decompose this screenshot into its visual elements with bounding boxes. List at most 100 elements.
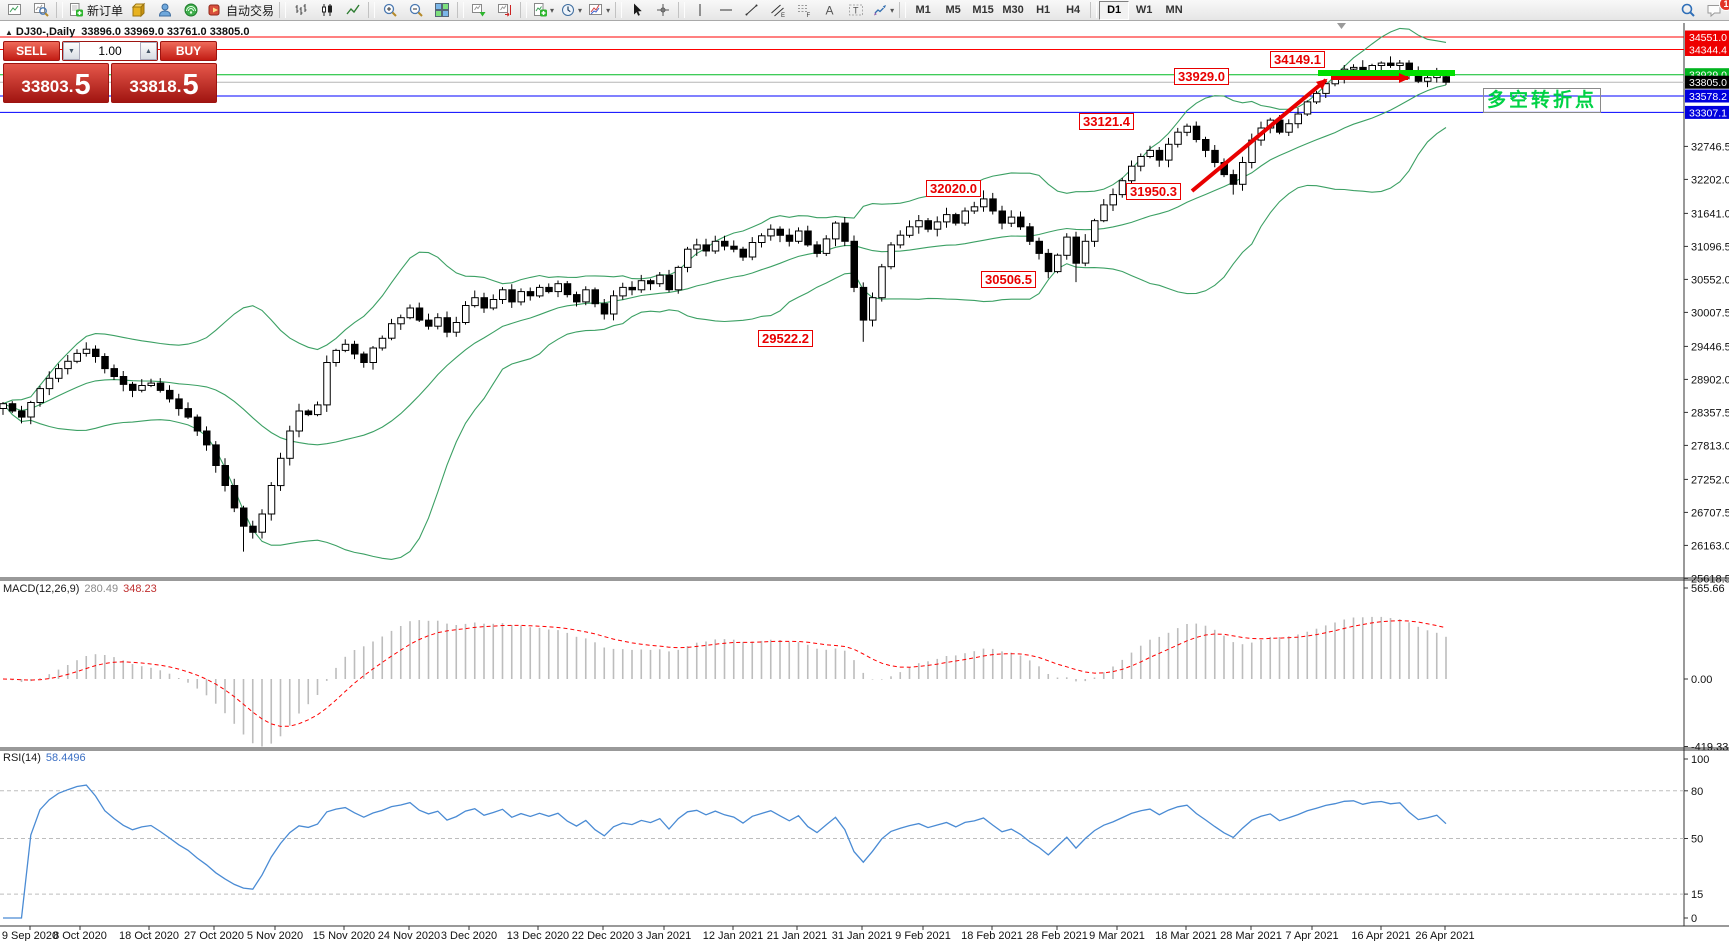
templates-dropdown[interactable]: ▾ (585, 0, 613, 20)
sell-button[interactable]: SELL (3, 41, 60, 61)
navigator-icon (159, 3, 172, 17)
indicators-dropdown[interactable]: ▾ (529, 0, 557, 20)
autotrading-icon (208, 4, 220, 16)
chart-text-note[interactable]: 多空转折点 (1483, 88, 1602, 113)
price-chart-canvas[interactable]: 32746.5 32202.0 31641.0 31096.5 30552.0 30007… (0, 21, 1729, 941)
price-annotation[interactable]: 29522.2 (758, 330, 813, 347)
crosshair-button[interactable] (650, 0, 676, 20)
zoom-out-button[interactable] (403, 0, 429, 20)
autotrading-label: 自动交易 (226, 3, 275, 18)
macd-name: MACD(12,26,9) (3, 583, 80, 595)
buy-button[interactable]: BUY (160, 41, 217, 61)
profiles-icon (34, 3, 49, 17)
bars-chart-icon (295, 4, 307, 15)
one-click-collapse-arrow[interactable]: ▲ (5, 28, 13, 37)
svg-text:33307.1: 33307.1 (1689, 107, 1727, 119)
auto-arrange-button[interactable] (466, 0, 492, 20)
signals-button[interactable] (178, 0, 204, 20)
candlestick-chart-button[interactable] (314, 0, 340, 20)
svg-text:8 Oct 2020: 8 Oct 2020 (53, 930, 107, 941)
svg-text:5 Nov 2020: 5 Nov 2020 (247, 930, 303, 941)
volume-decrease-button[interactable]: ▼ (63, 42, 80, 60)
timeframe-d1-button[interactable]: D1 (1099, 0, 1130, 20)
svg-text:21 Jan 2021: 21 Jan 2021 (767, 930, 828, 941)
svg-text:565.66: 565.66 (1691, 583, 1725, 595)
price-annotation[interactable]: 30506.5 (981, 271, 1036, 288)
timeframe-m5-button[interactable]: M5 (945, 4, 961, 16)
svg-text:15: 15 (1691, 889, 1703, 901)
macd-main-value: 280.49 (84, 583, 119, 595)
svg-text:28902.0: 28902.0 (1691, 374, 1729, 386)
svg-text:32202.0: 32202.0 (1691, 174, 1729, 186)
buy-price-display[interactable]: 33818. 5 (111, 63, 217, 103)
market-watch-button[interactable] (126, 0, 152, 20)
chart-window-button[interactable] (2, 0, 28, 20)
autotrading-button[interactable]: 自动交易 (204, 0, 277, 20)
vertical-line-button[interactable] (687, 0, 713, 20)
price-annotation[interactable]: 33929.0 (1174, 68, 1229, 85)
cursor-button[interactable] (624, 0, 650, 20)
search-icon (1681, 3, 1695, 17)
equidistant-channel-button[interactable]: E (765, 0, 791, 20)
price-annotation[interactable]: 31950.3 (1126, 183, 1181, 200)
sell-price-dot: . (68, 77, 74, 96)
trendline-button[interactable] (739, 0, 765, 20)
svg-text:34344.4: 34344.4 (1689, 45, 1727, 57)
sell-price-int: 33803 (21, 77, 69, 96)
timeframe-w1-button[interactable]: W1 (1135, 4, 1153, 16)
dropdown-caret-icon: ▾ (550, 5, 555, 15)
navigator-button[interactable] (152, 0, 178, 20)
new-order-label: 新订单 (87, 3, 124, 18)
svg-text:F: F (807, 13, 811, 18)
profiles-button[interactable] (28, 0, 54, 20)
price-annotation[interactable]: 33121.4 (1079, 113, 1134, 130)
toolbar-separator (56, 2, 63, 18)
text-button[interactable]: A (817, 0, 843, 20)
volume-increase-button[interactable]: ▲ (140, 42, 157, 60)
tile-windows-button[interactable] (429, 0, 455, 20)
new-order-button[interactable]: 新订单 (65, 0, 126, 20)
svg-text:0: 0 (1691, 913, 1697, 925)
svg-text:28 Mar 2021: 28 Mar 2021 (1220, 930, 1282, 941)
arrows-dropdown[interactable]: ▾ (869, 0, 897, 20)
notifications-button[interactable]: 1 (1701, 0, 1729, 20)
svg-text:50: 50 (1691, 834, 1703, 846)
timeframe-m15-button[interactable]: M15 (972, 4, 994, 16)
volume-input[interactable]: 1.00 (80, 42, 140, 60)
svg-text:27252.0: 27252.0 (1691, 474, 1729, 486)
line-chart-button[interactable] (340, 0, 366, 20)
svg-text:25618.5: 25618.5 (1691, 573, 1729, 585)
bars-chart-button[interactable] (288, 0, 314, 20)
svg-text:18 Mar 2021: 18 Mar 2021 (1155, 930, 1217, 941)
horizontal-line-button[interactable] (713, 0, 739, 20)
sell-price-display[interactable]: 33803. 5 (3, 63, 109, 103)
buy-price-dot: . (176, 77, 182, 96)
signals-icon (184, 3, 198, 17)
buy-price-frac: 5 (182, 69, 199, 101)
chart-shift-button[interactable] (492, 0, 518, 20)
timeframe-mn-button[interactable]: MN (1165, 4, 1183, 16)
vertical-line-icon (699, 4, 701, 16)
svg-text:3 Dec 2020: 3 Dec 2020 (441, 930, 497, 941)
periods-dropdown[interactable]: ▾ (557, 0, 585, 20)
timeframe-m30-button[interactable]: M30 (1002, 4, 1024, 16)
crosshair-icon (657, 4, 670, 16)
price-annotation[interactable]: 34149.1 (1270, 51, 1325, 68)
price-annotation[interactable]: 32020.0 (926, 180, 981, 197)
templates-dropdown (589, 4, 603, 15)
zoom-in-button[interactable] (377, 0, 403, 20)
text-label-button[interactable]: T (843, 0, 869, 20)
timeframe-h4-button[interactable]: H4 (1066, 4, 1081, 16)
svg-text:26707.5: 26707.5 (1691, 507, 1729, 519)
svg-text:18 Oct 2020: 18 Oct 2020 (119, 930, 179, 941)
svg-text:0.00: 0.00 (1691, 674, 1712, 686)
timeframe-m1-button[interactable]: M1 (915, 4, 931, 16)
toolbar-separator (615, 2, 623, 18)
toolbar-separator (368, 2, 376, 18)
timeframe-h1-button[interactable]: H1 (1036, 4, 1051, 16)
fibonacci-button[interactable]: F (791, 0, 817, 20)
search-button[interactable] (1675, 0, 1701, 20)
macd-indicator-label: MACD(12,26,9) 280.49 348.23 (3, 583, 157, 595)
svg-text:29446.5: 29446.5 (1691, 341, 1729, 353)
